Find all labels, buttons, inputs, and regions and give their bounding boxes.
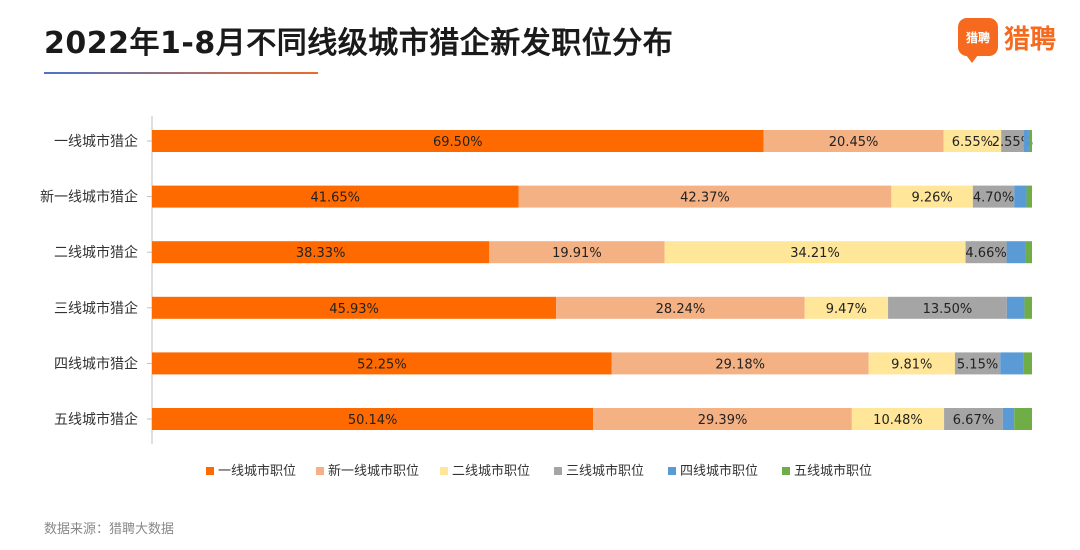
bar-segment bbox=[1014, 185, 1027, 208]
category-label: 五线城市猎企 bbox=[54, 411, 138, 428]
bar-segment bbox=[804, 296, 889, 319]
data-label: 10.48% bbox=[873, 413, 923, 428]
bar-segment bbox=[152, 185, 519, 208]
bar-segment bbox=[763, 130, 944, 152]
data-label: 45.93% bbox=[329, 302, 379, 317]
data-source-note: 数据来源：猎聘大数据 bbox=[44, 522, 175, 537]
legend-swatch bbox=[782, 467, 790, 475]
data-label: 29.18% bbox=[715, 357, 765, 372]
bar-segment bbox=[556, 296, 805, 319]
category-label: 四线城市猎企 bbox=[54, 355, 138, 372]
data-label: 41.65% bbox=[310, 191, 360, 206]
bar-segment bbox=[152, 408, 594, 430]
bar-segment bbox=[664, 241, 966, 264]
title-underline bbox=[44, 72, 318, 74]
bar-segment bbox=[611, 352, 869, 375]
data-label: 13.50% bbox=[923, 302, 973, 317]
data-label: 6.67% bbox=[953, 413, 994, 428]
logo-mark-text: 猎聘 bbox=[965, 30, 990, 45]
legend-swatch bbox=[668, 467, 676, 475]
data-label: 20.45% bbox=[829, 135, 879, 150]
legend-label: 五线城市职位 bbox=[794, 463, 872, 479]
data-label: 69.50% bbox=[433, 135, 483, 150]
category-label: 一线城市猎企 bbox=[54, 133, 138, 150]
legend-label: 二线城市职位 bbox=[452, 463, 530, 479]
bar-segment bbox=[954, 352, 1001, 375]
bar-segment bbox=[518, 185, 892, 208]
data-label: 9.81% bbox=[891, 357, 932, 372]
bar-segment bbox=[489, 241, 665, 264]
liepin-logo: 猎聘 猎聘 bbox=[957, 18, 1056, 63]
logo-text: 猎聘 bbox=[1003, 24, 1056, 55]
legend-swatch bbox=[440, 467, 448, 475]
bar-segment bbox=[593, 408, 852, 430]
data-label: 4.70% bbox=[973, 191, 1014, 206]
data-label: 9.47% bbox=[826, 302, 867, 317]
legend-label: 四线城市职位 bbox=[680, 463, 758, 479]
category-label: 新一线城市猎企 bbox=[40, 189, 138, 206]
data-label: 52.25% bbox=[357, 357, 407, 372]
category-label: 二线城市猎企 bbox=[54, 244, 138, 261]
bar-segment bbox=[972, 185, 1015, 208]
bar-segment bbox=[1014, 408, 1032, 430]
data-label: 2.55% bbox=[992, 135, 1033, 150]
bar-segment bbox=[1028, 130, 1032, 152]
bar-segment bbox=[1025, 241, 1032, 264]
bar-segment bbox=[1001, 130, 1024, 152]
bar-segment bbox=[1024, 296, 1032, 319]
data-label: 9.26% bbox=[911, 191, 952, 206]
legend-swatch bbox=[554, 467, 562, 475]
logo-speech-bubble-icon: 猎聘 bbox=[957, 18, 998, 63]
data-label: 42.37% bbox=[680, 191, 730, 206]
data-label: 6.55% bbox=[952, 135, 993, 150]
bar-segment bbox=[888, 296, 1007, 319]
data-label: 5.15% bbox=[957, 357, 998, 372]
data-label: 34.21% bbox=[790, 246, 840, 261]
legend-label: 三线城市职位 bbox=[566, 463, 644, 479]
bar-segment bbox=[965, 241, 1007, 264]
legend-swatch bbox=[206, 467, 214, 475]
bar-segment bbox=[868, 352, 955, 375]
data-label: 19.91% bbox=[552, 246, 602, 261]
bar-segment bbox=[152, 130, 764, 152]
data-label: 4.66% bbox=[965, 246, 1006, 261]
data-label: 50.14% bbox=[348, 413, 398, 428]
bar-segment bbox=[152, 241, 490, 264]
bar-segment bbox=[1023, 352, 1032, 375]
data-label: 38.33% bbox=[296, 246, 346, 261]
data-label: 29.39% bbox=[698, 413, 748, 428]
bar-segment bbox=[152, 352, 612, 375]
bar-segment bbox=[152, 296, 557, 319]
bar-segment bbox=[1026, 185, 1032, 208]
bar-segment bbox=[944, 408, 1003, 430]
category-label: 三线城市猎企 bbox=[54, 300, 138, 317]
bar-segment bbox=[1002, 408, 1015, 430]
bar-segment bbox=[943, 130, 1002, 152]
legend-label: 一线城市职位 bbox=[218, 463, 296, 479]
data-label: 28.24% bbox=[656, 302, 706, 317]
bar-segment bbox=[891, 185, 973, 208]
bar-segment bbox=[851, 408, 945, 430]
bar-segment bbox=[1000, 352, 1024, 375]
page-title: 2022年1-8月不同线级城市猎企新发职位分布 bbox=[44, 26, 674, 61]
legend-label: 新一线城市职位 bbox=[328, 463, 419, 479]
bar-segment bbox=[1006, 241, 1026, 264]
bar-segment bbox=[1023, 130, 1029, 152]
bar-segment bbox=[1006, 296, 1025, 319]
legend-swatch bbox=[316, 467, 324, 475]
